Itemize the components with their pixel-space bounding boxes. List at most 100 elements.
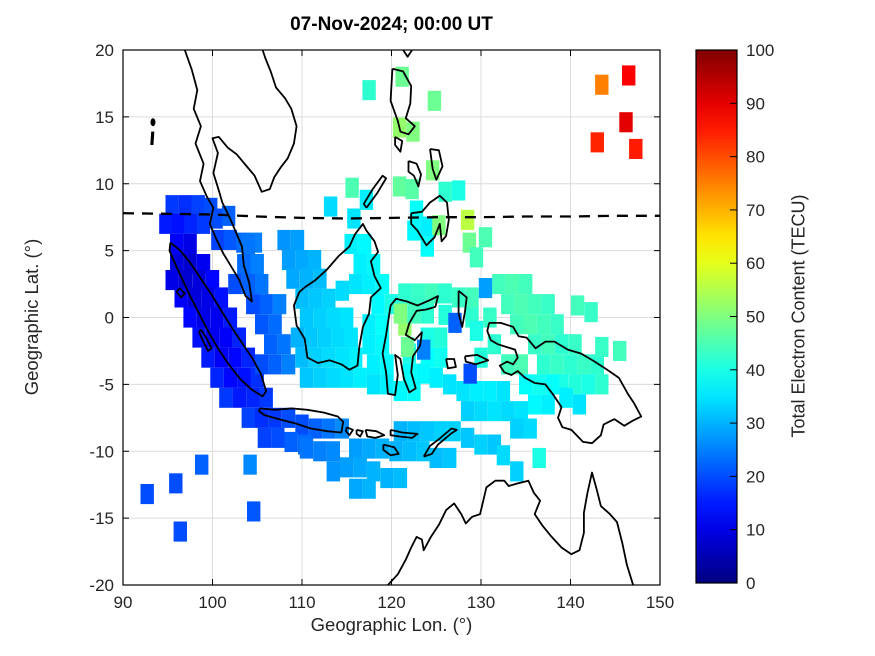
colorbar-label: Total Electron Content (TECU) — [788, 194, 809, 438]
y-tick-label: 10 — [95, 175, 114, 194]
tec-square — [340, 457, 354, 478]
tec-square — [514, 354, 528, 375]
colorbar-tick-label: 70 — [746, 201, 765, 220]
coastline — [407, 160, 422, 188]
coastline — [457, 290, 468, 328]
tec-square — [528, 334, 542, 355]
coastline — [364, 429, 386, 439]
tec-square — [349, 438, 363, 459]
coastline — [175, 287, 186, 299]
tec-square — [550, 314, 564, 335]
tec-square — [290, 327, 305, 348]
coastline — [355, 429, 364, 438]
tec-square — [353, 457, 367, 478]
y-tick-label: -5 — [99, 375, 114, 394]
tec-square — [243, 454, 257, 475]
tec-square — [191, 195, 205, 216]
tec-square — [250, 254, 264, 275]
tec-square — [281, 250, 296, 271]
tec-square — [416, 363, 430, 384]
tec-square — [519, 274, 533, 295]
tec-square — [169, 473, 183, 494]
tec-square — [501, 354, 515, 375]
tec-square — [140, 484, 154, 505]
tec-square — [192, 270, 206, 291]
tec-square — [210, 367, 224, 388]
tec-square — [541, 394, 555, 415]
tec-square — [570, 295, 585, 316]
coastline — [429, 148, 444, 181]
x-tick-label: 150 — [646, 593, 674, 612]
coastline — [410, 194, 450, 247]
tec-square — [469, 320, 484, 341]
tec-square — [170, 233, 184, 254]
tec-square — [496, 381, 511, 402]
tec-square — [514, 401, 528, 422]
tec-square — [438, 181, 452, 202]
coastline — [198, 329, 213, 352]
tec-square — [463, 363, 477, 384]
y-tick-label: -10 — [89, 442, 114, 461]
tec-square — [255, 274, 269, 295]
tec-square — [572, 394, 587, 415]
tec-square — [214, 287, 229, 308]
tec-square — [478, 227, 493, 248]
coastline — [258, 407, 345, 434]
tec-square — [460, 427, 475, 448]
tec-square — [353, 254, 367, 275]
x-tick-label: 140 — [556, 593, 584, 612]
tec-square — [407, 303, 421, 324]
coastline — [394, 136, 404, 153]
coastlines — [150, 49, 643, 586]
tec-square — [392, 176, 407, 197]
tec-square — [187, 287, 202, 308]
tec-square — [595, 74, 609, 95]
tec-square — [451, 180, 466, 201]
tec-square — [395, 66, 409, 87]
tec-square — [313, 307, 327, 328]
tec-square — [434, 327, 448, 348]
tec-square — [420, 421, 434, 442]
tec-square — [331, 327, 345, 348]
tec-square — [196, 254, 211, 275]
coastline — [422, 427, 458, 458]
tec-square — [165, 195, 179, 216]
coastline — [389, 67, 416, 136]
tec-square — [443, 374, 457, 395]
tec-square — [443, 447, 457, 468]
colorbar-tick-label: 30 — [746, 414, 765, 433]
tec-square — [420, 303, 434, 324]
tec-square — [595, 336, 609, 357]
tec-square — [393, 303, 408, 324]
x-tick-label: 120 — [377, 593, 405, 612]
tec-square — [201, 347, 215, 368]
tec-square — [183, 233, 197, 254]
tec-square — [362, 438, 376, 459]
colorbar-tick-label: 50 — [746, 308, 765, 327]
tec-square — [299, 438, 314, 459]
tec-square — [241, 407, 255, 428]
tec-square — [277, 334, 291, 355]
island-mark — [150, 131, 155, 145]
tec-square — [405, 179, 419, 200]
tec-square — [407, 381, 421, 402]
tec-square — [362, 334, 376, 355]
tec-square — [201, 287, 215, 308]
x-axis-label: Geographic Lon. (°) — [310, 614, 473, 635]
tec-square — [550, 354, 564, 375]
tec-square — [271, 427, 285, 448]
tec-square — [366, 461, 381, 482]
tec-square — [362, 274, 376, 295]
coastline — [389, 429, 419, 439]
tec-square — [272, 294, 287, 315]
tec-square — [366, 254, 381, 275]
tec-square — [536, 314, 551, 335]
tec-square — [210, 307, 224, 328]
tec-square — [196, 213, 211, 234]
tec-square — [349, 274, 363, 295]
coastline — [464, 354, 490, 366]
tec-square — [219, 387, 233, 408]
tec-square — [483, 381, 497, 402]
tec-square — [417, 339, 431, 360]
